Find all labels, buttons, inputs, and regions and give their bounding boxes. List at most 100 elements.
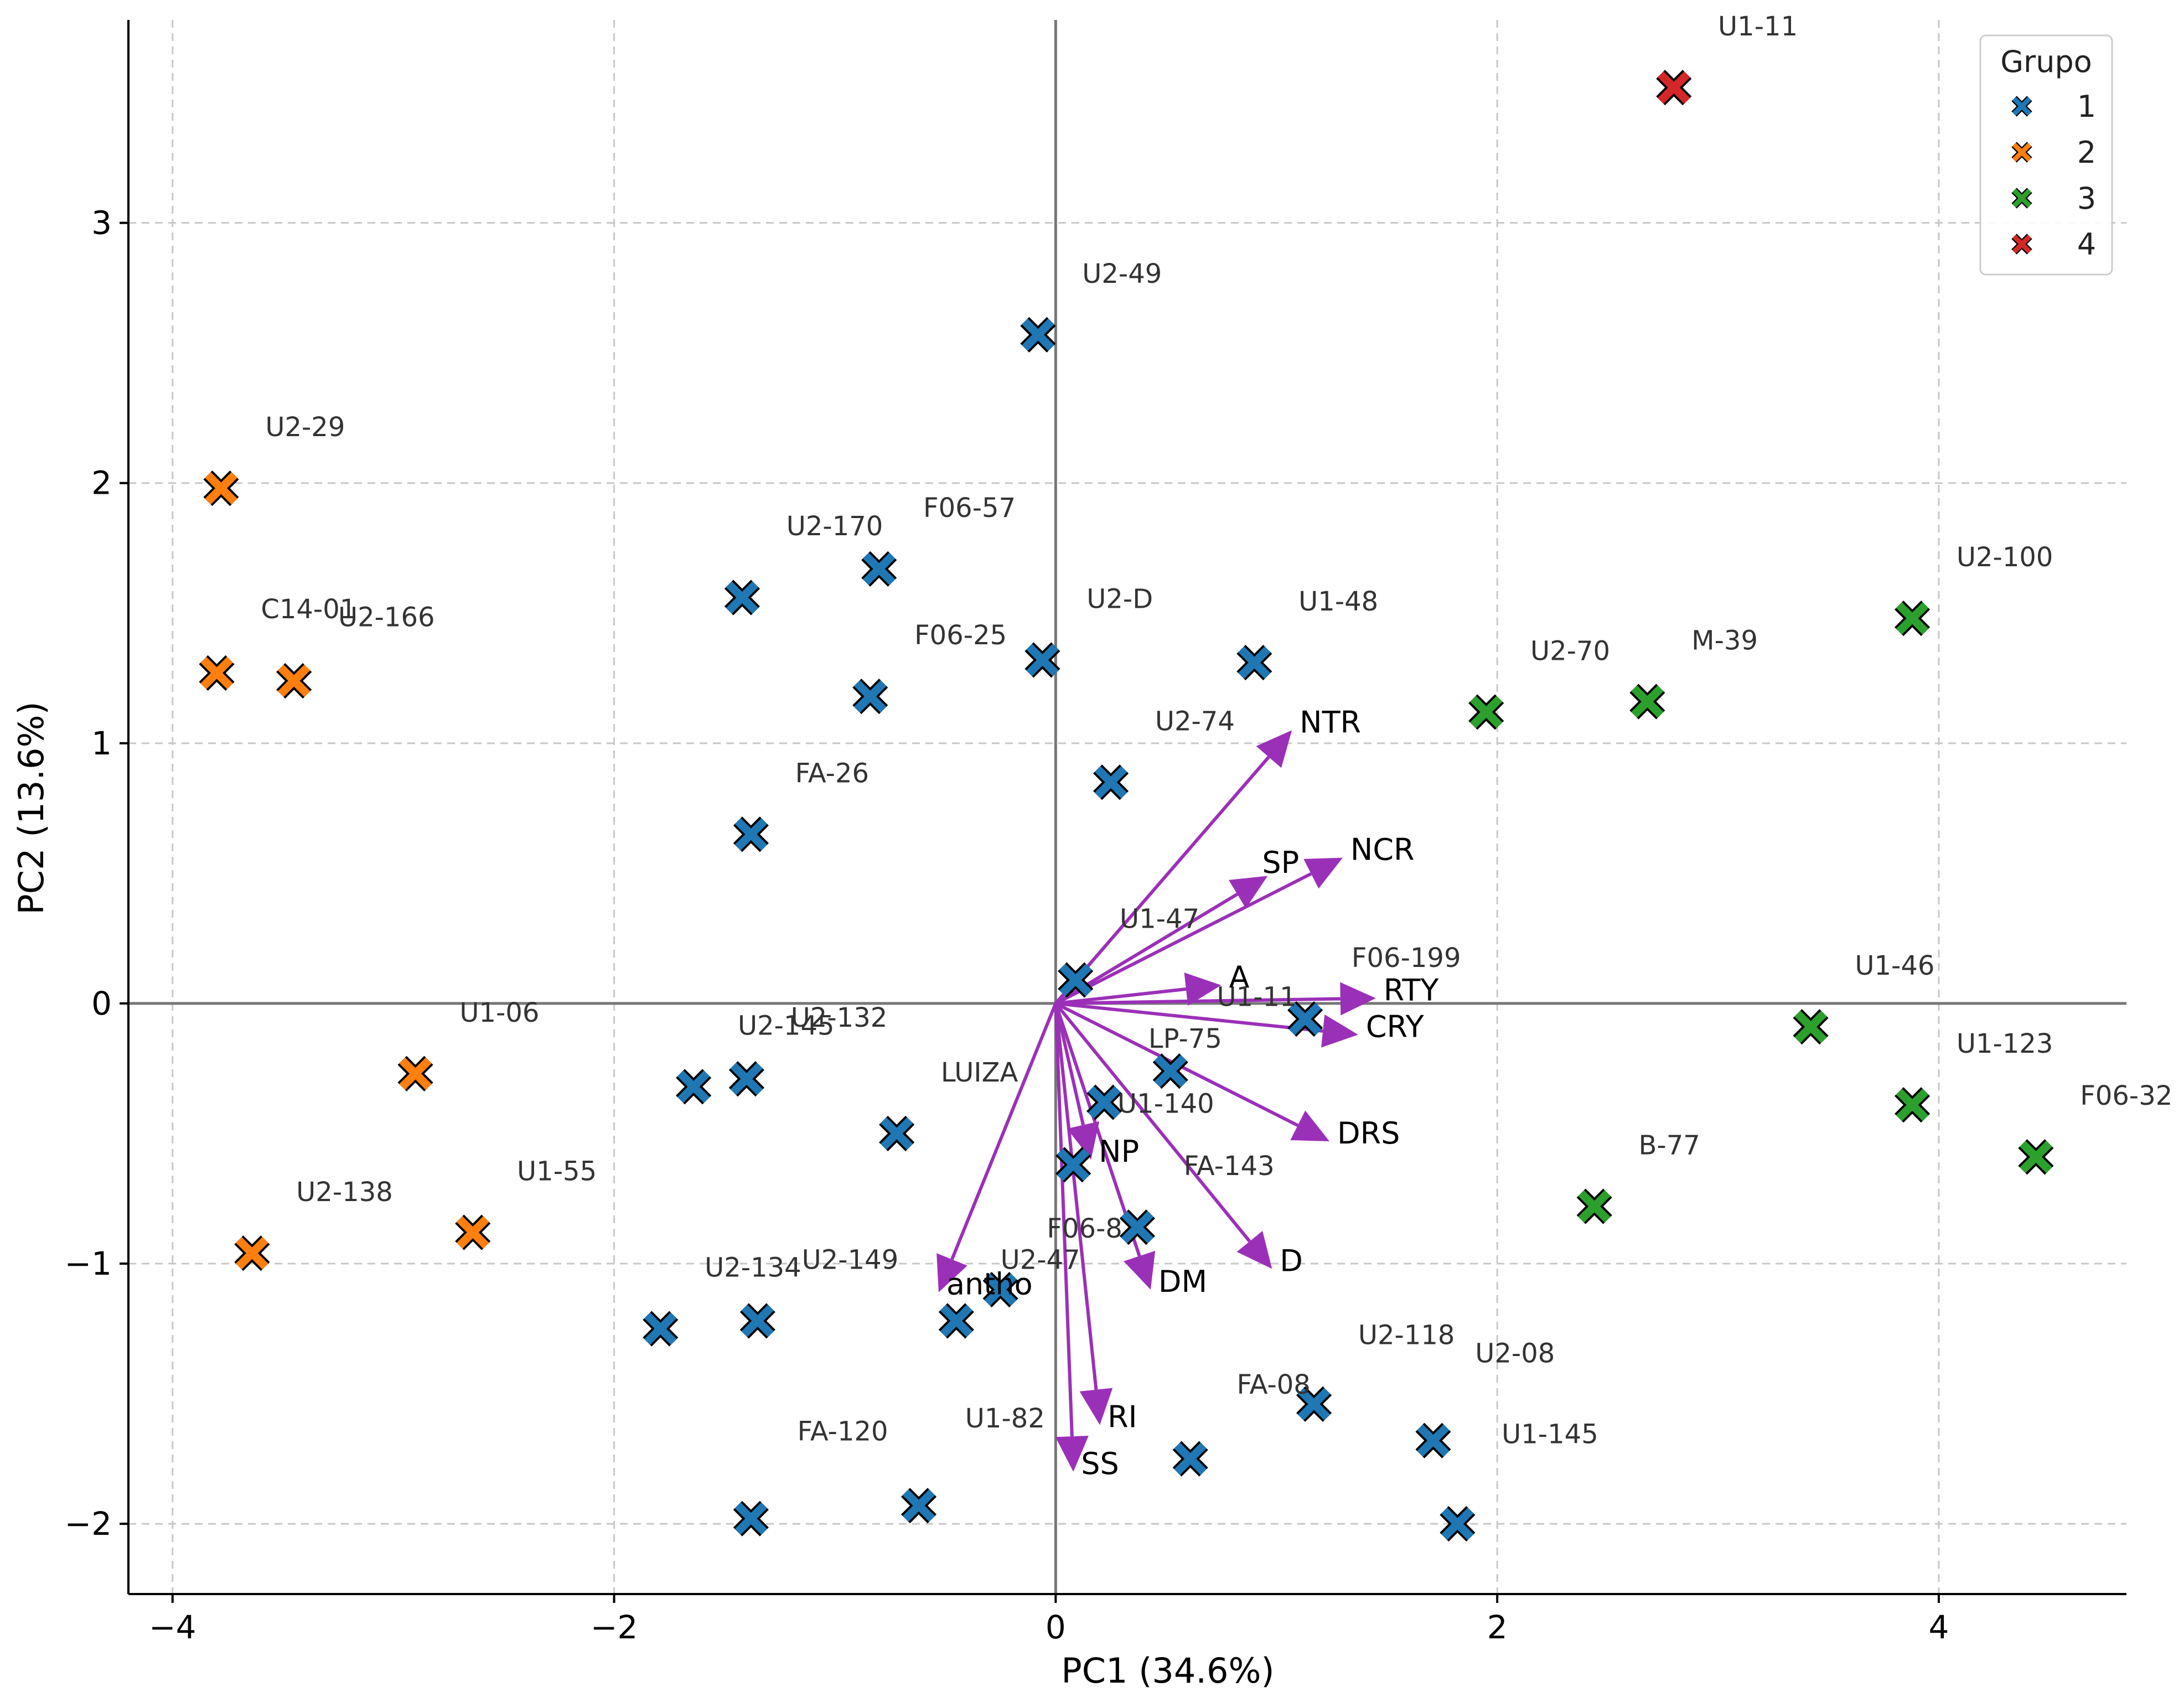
- score-point-18: [676, 1069, 712, 1105]
- score-point-14-fill: [734, 818, 768, 851]
- loading-arrowhead-drs: [1290, 1110, 1329, 1142]
- y-tick-label-4: 2: [91, 464, 112, 502]
- score-point-12: [1895, 601, 1931, 637]
- y-tick-label-3: 1: [91, 725, 112, 762]
- point-label-1: U2-49: [1082, 258, 1162, 289]
- score-point-29-fill: [457, 1216, 489, 1249]
- score-point-24: [1895, 1087, 1931, 1123]
- x-axis-label: PC1 (34.6%): [1061, 1651, 1274, 1691]
- score-point-20: [397, 1056, 433, 1091]
- loading-arrow-antho: [950, 1002, 1058, 1260]
- y-tick-label-1: −1: [65, 1245, 112, 1282]
- score-point-12-fill: [1896, 602, 1929, 635]
- score-point-22: [1086, 1084, 1122, 1120]
- point-label-32: U2-149: [802, 1244, 899, 1275]
- score-point-31-fill: [984, 1273, 1017, 1306]
- score-point-29: [455, 1214, 491, 1250]
- score-point-36-fill: [1417, 1424, 1450, 1457]
- y-tick-label-2: 0: [91, 985, 112, 1022]
- loading-arrow-ss: [1054, 1003, 1074, 1437]
- loading-label-dm: DM: [1158, 1264, 1207, 1299]
- score-point-28: [1576, 1188, 1612, 1224]
- point-label-9: U1-48: [1298, 586, 1378, 617]
- score-point-32: [739, 1303, 775, 1339]
- loading-arrowhead-a: [1184, 972, 1222, 1006]
- point-label-16: U1-11: [1217, 982, 1297, 1013]
- score-point-39: [733, 1501, 769, 1536]
- score-point-8: [852, 679, 888, 715]
- score-point-37-fill: [1174, 1442, 1207, 1475]
- point-label-35: FA-08: [1236, 1369, 1310, 1400]
- loading-arrow-rty: [1055, 997, 1341, 1005]
- score-point-2-fill: [205, 472, 237, 505]
- loading-arrow-np: [1054, 1003, 1085, 1126]
- score-point-18-fill: [677, 1070, 710, 1103]
- legend-label-1: 1: [2077, 89, 2096, 124]
- legend-label-3: 3: [2077, 181, 2096, 216]
- score-point-37: [1172, 1441, 1208, 1477]
- score-point-10-fill: [1469, 696, 1503, 728]
- score-point-8-fill: [854, 680, 887, 713]
- loading-arrow-ntr: [1054, 756, 1270, 1005]
- loading-arrowhead-ntr: [1256, 730, 1292, 768]
- loading-label-np: NP: [1099, 1134, 1139, 1169]
- score-point-0-fill: [1658, 71, 1690, 104]
- loading-arrowhead-rty: [1340, 982, 1376, 1016]
- point-label-43: F06-199: [1352, 943, 1461, 974]
- score-point-17: [1793, 1009, 1829, 1045]
- score-point-22-fill: [1088, 1086, 1121, 1119]
- legend-frame: [1979, 34, 2113, 276]
- score-point-1-fill: [1022, 318, 1054, 351]
- point-label-2: U2-29: [265, 412, 345, 443]
- legend-marker-3: [2011, 188, 2032, 209]
- loading-label-ri: RI: [1107, 1399, 1137, 1434]
- score-point-38-fill: [902, 1489, 935, 1522]
- loading-arrow-d: [1054, 1002, 1251, 1243]
- score-point-34: [643, 1311, 679, 1347]
- point-label-20: U1-06: [459, 997, 539, 1028]
- loading-label-d: D: [1280, 1243, 1303, 1278]
- point-label-29: U1-55: [517, 1156, 597, 1187]
- score-point-19: [728, 1061, 764, 1097]
- point-label-37: U1-82: [965, 1403, 1045, 1434]
- point-label-12: U2-100: [1957, 542, 2053, 573]
- legend-marker-4-fill: [2012, 234, 2032, 254]
- score-point-40: [1440, 1506, 1476, 1542]
- loading-arrowhead-antho: [936, 1253, 967, 1292]
- score-point-32-fill: [741, 1305, 774, 1337]
- loading-arrowhead-dm: [1124, 1250, 1156, 1290]
- score-point-5: [199, 655, 235, 691]
- score-point-15: [1058, 962, 1094, 998]
- score-point-27-fill: [1121, 1210, 1154, 1244]
- legend-label-4: 4: [2077, 227, 2096, 262]
- point-label-42: FA-143: [1184, 1151, 1275, 1182]
- loading-label-sp: SP: [1262, 845, 1299, 880]
- loading-label-antho: antho: [946, 1267, 1033, 1302]
- score-point-1: [1020, 317, 1056, 353]
- score-point-7-fill: [1026, 644, 1059, 676]
- score-point-39-fill: [734, 1502, 768, 1535]
- loading-arrow-ri: [1054, 1003, 1098, 1390]
- legend-marker-2-fill: [2012, 142, 2032, 162]
- legend-marker-4: [2011, 234, 2032, 255]
- score-point-6-fill: [277, 664, 310, 697]
- score-point-33-fill: [940, 1305, 973, 1337]
- score-point-11: [1629, 684, 1665, 720]
- point-label-30: U2-138: [296, 1177, 393, 1208]
- score-point-16: [1287, 1001, 1323, 1037]
- score-point-24-fill: [1896, 1088, 1929, 1121]
- loading-arrowhead-ncr: [1303, 857, 1343, 889]
- score-point-19-fill: [730, 1062, 763, 1095]
- score-point-13-fill: [1094, 766, 1127, 799]
- loading-label-drs: DRS: [1337, 1116, 1400, 1151]
- score-point-13: [1093, 764, 1129, 800]
- legend-marker-2: [2011, 142, 2032, 163]
- point-label-40: U1-145: [1502, 1419, 1598, 1450]
- ticks: −4 −2 0 2 4 −2 −1 0 1 2 3: [65, 204, 1949, 1646]
- loading-arrow-a: [1055, 987, 1187, 1005]
- loading-label-a: A: [1229, 960, 1250, 995]
- point-label-13: U2-74: [1155, 706, 1235, 737]
- point-label-7: U2-D: [1086, 583, 1153, 614]
